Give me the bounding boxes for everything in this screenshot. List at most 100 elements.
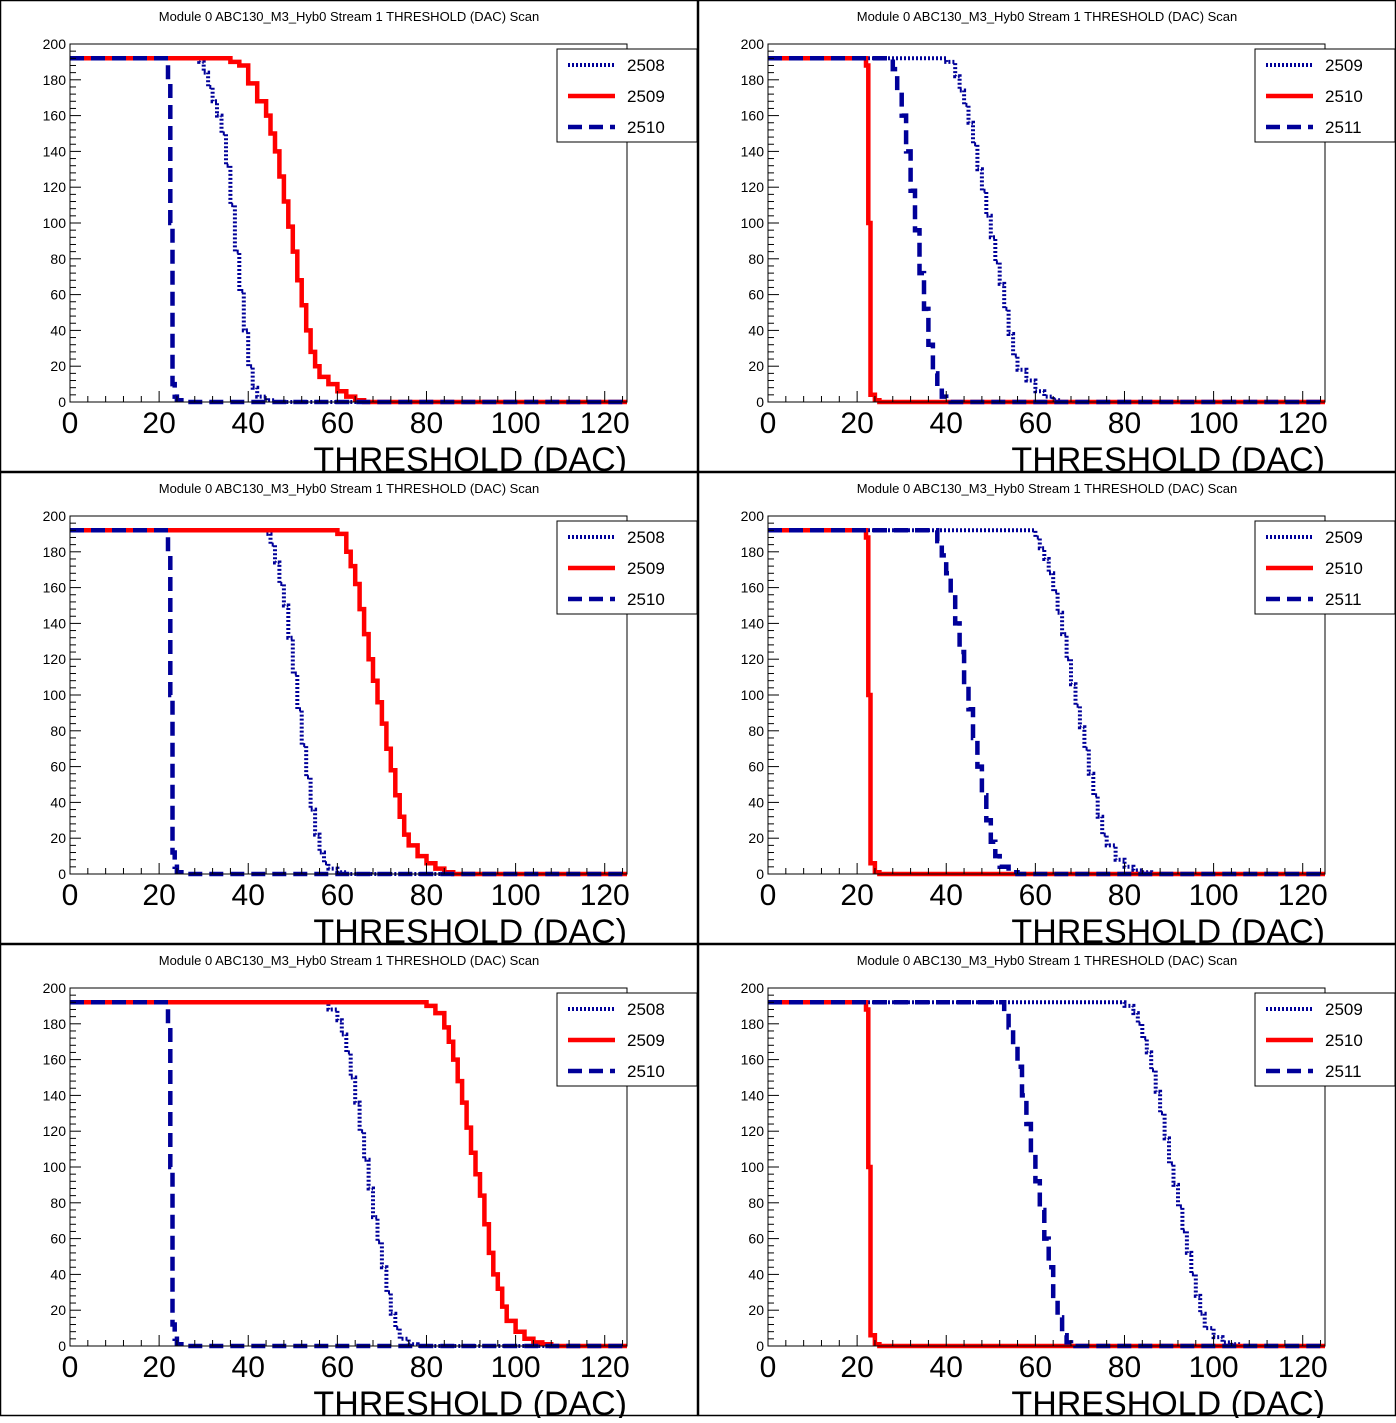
chart-panel-2: Module 0 ABC130_M3_Hyb0 Stream 1 THRESHO… [697, 0, 1396, 479]
legend: 2509 2510 2511 [1254, 992, 1396, 1087]
y-tick-label: 140 [741, 143, 765, 159]
y-tick-label: 140 [741, 615, 765, 631]
chart-title: Module 0 ABC130_M3_Hyb0 Stream 1 THRESHO… [159, 9, 540, 24]
x-tick-label: 80 [1108, 407, 1141, 440]
series-line-2511 [768, 528, 1325, 877]
y-tick-label: 140 [43, 615, 67, 631]
y-tick-label: 40 [50, 794, 66, 810]
legend-label: 2508 [627, 1000, 665, 1019]
x-tick-label: 40 [930, 1351, 963, 1384]
legend: 2508 2509 2510 [556, 992, 698, 1087]
legend: 2509 2510 2511 [1254, 520, 1396, 615]
legend-label: 2508 [627, 528, 665, 547]
x-tick-label: 60 [1019, 407, 1052, 440]
x-tick-label: 120 [580, 1351, 630, 1384]
x-tick-label: 40 [232, 879, 265, 912]
y-tick-label: 100 [43, 687, 67, 703]
y-tick-label: 200 [741, 36, 765, 52]
y-tick-label: 60 [50, 287, 66, 303]
x-tick-label: 100 [491, 879, 541, 912]
legend-label: 2510 [627, 590, 665, 609]
series-line-2509 [768, 528, 1325, 876]
chart-title: Module 0 ABC130_M3_Hyb0 Stream 1 THRESHO… [857, 481, 1238, 496]
x-tick-label: 100 [1189, 407, 1239, 440]
chart-panel-1: Module 0 ABC130_M3_Hyb0 Stream 1 THRESHO… [0, 0, 699, 479]
y-tick-label: 180 [43, 544, 67, 560]
y-tick-label: 140 [43, 143, 67, 159]
x-tick-label: 0 [62, 1351, 79, 1384]
y-tick-label: 20 [748, 830, 764, 846]
x-tick-label: 0 [760, 879, 777, 912]
series-line-2511 [768, 56, 1325, 405]
y-tick-label: 160 [741, 1052, 765, 1068]
y-tick-label: 40 [748, 322, 764, 338]
x-tick-label: 120 [1278, 879, 1328, 912]
x-tick-label: 40 [930, 879, 963, 912]
x-tick-label: 80 [410, 1351, 443, 1384]
y-tick-label: 200 [43, 508, 67, 524]
y-tick-label: 20 [748, 1302, 764, 1318]
y-tick-label: 160 [43, 1052, 67, 1068]
x-tick-label: 0 [62, 407, 79, 440]
y-tick-label: 180 [741, 1016, 765, 1032]
x-tick-label: 60 [321, 1351, 354, 1384]
x-tick-label: 80 [1108, 879, 1141, 912]
y-tick-label: 80 [50, 251, 66, 267]
y-tick-label: 140 [43, 1087, 67, 1103]
series-line-2510 [70, 56, 627, 405]
chart-title: Module 0 ABC130_M3_Hyb0 Stream 1 THRESHO… [857, 953, 1238, 968]
y-tick-label: 100 [741, 215, 765, 231]
x-tick-label: 20 [840, 1351, 873, 1384]
series-line-2509 [70, 56, 627, 405]
x-tick-label: 120 [1278, 1351, 1328, 1384]
y-tick-label: 80 [748, 1195, 764, 1211]
y-tick-label: 100 [43, 1159, 67, 1175]
series-line-2509 [70, 1000, 627, 1349]
x-tick-label: 20 [840, 879, 873, 912]
y-tick-label: 200 [741, 508, 765, 524]
legend-label: 2510 [1325, 87, 1363, 106]
y-tick-label: 180 [43, 72, 67, 88]
y-tick-label: 20 [50, 1302, 66, 1318]
x-tick-label: 20 [142, 1351, 175, 1384]
legend: 2509 2510 2511 [1254, 48, 1396, 143]
series-line-2511 [768, 1000, 1325, 1349]
x-tick-label: 120 [580, 879, 630, 912]
x-tick-label: 40 [232, 407, 265, 440]
x-tick-label: 80 [410, 879, 443, 912]
chart-panel-5: Module 0 ABC130_M3_Hyb0 Stream 1 THRESHO… [0, 943, 699, 1423]
legend: 2508 2509 2510 [556, 520, 698, 615]
x-tick-label: 100 [1189, 1351, 1239, 1384]
y-tick-label: 0 [58, 394, 66, 410]
y-tick-label: 0 [58, 1338, 66, 1354]
y-tick-label: 60 [748, 759, 764, 775]
x-axis-title: THRESHOLD (DAC) [1011, 1385, 1325, 1418]
legend-label: 2509 [627, 1031, 665, 1050]
x-tick-label: 80 [410, 407, 443, 440]
y-tick-label: 0 [756, 1338, 764, 1354]
x-tick-label: 100 [1189, 879, 1239, 912]
y-tick-label: 120 [43, 651, 67, 667]
x-tick-label: 60 [321, 879, 354, 912]
legend-label: 2511 [1325, 590, 1362, 609]
y-tick-label: 0 [756, 394, 764, 410]
series-line-2508 [70, 1000, 627, 1348]
y-tick-label: 20 [748, 358, 764, 374]
legend-label: 2509 [627, 559, 665, 578]
legend-label: 2510 [1325, 1031, 1363, 1050]
y-tick-label: 100 [43, 215, 67, 231]
legend-label: 2508 [627, 56, 665, 75]
chart-title: Module 0 ABC130_M3_Hyb0 Stream 1 THRESHO… [159, 481, 540, 496]
y-tick-label: 120 [43, 1123, 67, 1139]
y-tick-label: 180 [741, 72, 765, 88]
y-tick-label: 120 [43, 179, 67, 195]
legend-label: 2511 [1325, 118, 1362, 137]
y-tick-label: 60 [50, 1231, 66, 1247]
series-line-2508 [70, 56, 627, 404]
y-tick-label: 60 [50, 759, 66, 775]
x-tick-label: 0 [760, 1351, 777, 1384]
y-tick-label: 60 [748, 287, 764, 303]
series-line-2509 [70, 528, 627, 877]
x-tick-label: 80 [1108, 1351, 1141, 1384]
